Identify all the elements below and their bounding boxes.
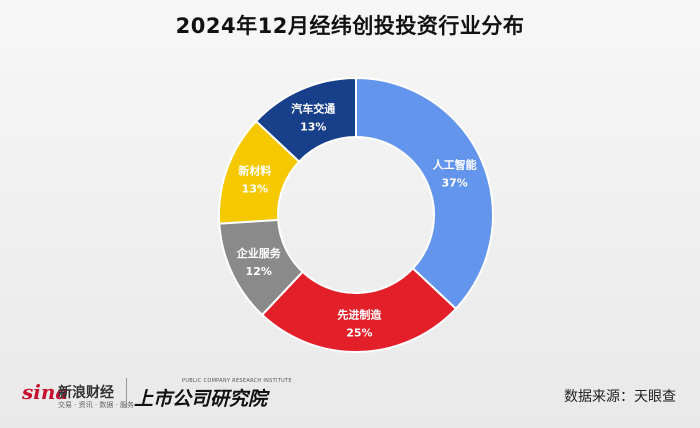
sina-finance-tagline: 交易 · 资讯 · 数据 · 服务 xyxy=(58,401,135,409)
slice-labels: 人工智能 37% 先进制造 25% 企业服务 12% 新材料 13% 汽车交通 13% xyxy=(236,101,477,339)
slice-value-1: 25% xyxy=(346,326,372,339)
institute-chinese-name: 上市公司研究院 xyxy=(134,388,268,410)
slice-value-4: 13% xyxy=(300,120,326,133)
sina-finance-logo: sina 新浪财经 交易 · 资讯 · 数据 · 服务 xyxy=(22,376,134,409)
slice-label-2: 企业服务 xyxy=(236,246,282,260)
slice-value-0: 37% xyxy=(441,176,467,189)
institute-english-name: PUBLIC COMPANY RESEARCH INSTITUTE xyxy=(182,378,292,384)
slice-label-0: 人工智能 xyxy=(433,157,477,171)
slice-value-2: 12% xyxy=(246,265,272,278)
slice-label-4: 汽车交通 xyxy=(291,101,335,115)
research-institute-logo: PUBLIC COMPANY RESEARCH INSTITUTE 上市公司研究… xyxy=(134,376,304,412)
sina-finance-name: 新浪财经 xyxy=(58,385,114,401)
data-source: 数据来源：天眼查 xyxy=(564,389,676,405)
donut-slice-4 xyxy=(254,76,357,164)
logo-divider xyxy=(126,378,127,408)
donut-slice-1 xyxy=(260,266,458,353)
donut-slice-0 xyxy=(355,76,494,311)
slice-value-3: 13% xyxy=(242,183,268,196)
slice-label-1: 先进制造 xyxy=(337,307,382,321)
sina-wordmark: sina xyxy=(22,380,69,404)
slice-label-3: 新材料 xyxy=(238,164,271,178)
donut-slices xyxy=(218,76,494,353)
chart-title: 2024年12月经纬创投投资行业分布 xyxy=(175,14,525,38)
